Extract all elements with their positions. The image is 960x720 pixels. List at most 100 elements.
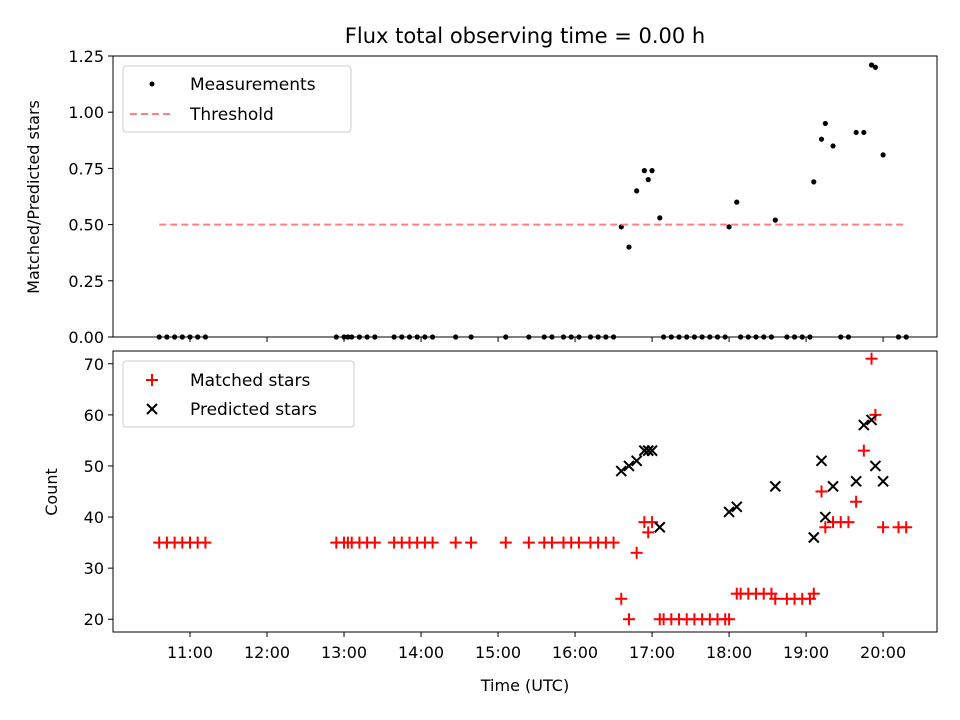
measurement-point xyxy=(595,334,601,340)
measurement-point xyxy=(726,224,732,230)
matched-star-point xyxy=(499,536,512,549)
matched-star-point xyxy=(607,536,620,549)
measurement-point xyxy=(903,334,909,340)
measurement-point xyxy=(399,334,405,340)
matched-star-point xyxy=(572,536,585,549)
measurement-point xyxy=(791,334,798,340)
predicted-star-point xyxy=(808,531,820,544)
measurement-point xyxy=(645,177,651,183)
measurement-point xyxy=(391,334,397,340)
measurement-point xyxy=(707,334,713,340)
predicted-star-point xyxy=(865,414,878,426)
measurement-point xyxy=(468,334,474,340)
top-y-axis: 0.00 0.25 0.50 0.75 1.00 1.25 xyxy=(68,47,113,347)
measurement-point xyxy=(676,334,682,340)
measurement-point xyxy=(738,334,744,340)
x-tick-label: 17:00 xyxy=(629,643,675,662)
y-tick-label: 0.00 xyxy=(68,328,104,347)
matched-star-point xyxy=(545,536,558,549)
measurement-point xyxy=(661,334,667,340)
legend-predicted-marker xyxy=(146,403,158,415)
measurement-point xyxy=(560,334,567,340)
measurement-point xyxy=(807,334,813,340)
y-tick-label: 1.00 xyxy=(68,103,104,122)
x-tick-label: 19:00 xyxy=(783,643,829,662)
y-tick-label: 40 xyxy=(84,508,104,527)
x-tick-label: 15:00 xyxy=(475,643,521,662)
x-axis-label: Time (UTC) xyxy=(480,676,569,695)
matched-star-point xyxy=(615,592,628,605)
matched-star-point xyxy=(368,536,381,549)
measurement-point xyxy=(414,334,420,340)
measurement-point xyxy=(784,334,790,340)
x-tick-label: 11:00 xyxy=(167,643,213,662)
measurement-point xyxy=(429,334,436,340)
bottom-plot-frame xyxy=(112,350,938,633)
matched-star-point xyxy=(769,592,782,605)
matched-star-point xyxy=(900,521,913,534)
matched-star-point xyxy=(426,536,439,549)
measurement-point xyxy=(657,215,663,221)
measurement-point xyxy=(626,244,632,250)
x-tick-label: 18:00 xyxy=(706,643,752,662)
measurement-point xyxy=(568,334,574,340)
measurement-point xyxy=(768,334,775,340)
legend-measurements-marker xyxy=(149,81,155,87)
y-tick-label: 1.25 xyxy=(68,47,104,66)
matched-star-point xyxy=(630,546,643,559)
predicted-star-point xyxy=(815,455,828,467)
matched-star-point xyxy=(449,536,462,549)
y-tick-label: 0.50 xyxy=(68,216,104,235)
measurement-point xyxy=(722,334,728,340)
measurement-point xyxy=(372,334,378,340)
measurement-point xyxy=(853,129,859,136)
measurement-point xyxy=(753,334,759,340)
measurement-point xyxy=(818,136,825,142)
predicted-star-point xyxy=(646,444,658,457)
matched-star-point xyxy=(819,521,832,534)
predicted-star-point xyxy=(623,460,635,472)
matched-star-point xyxy=(850,495,863,508)
bottom-x-axis: 11:00 12:00 13:00 14:00 15:00 16:00 17:00 18:00… xyxy=(167,632,906,662)
matched-star-point xyxy=(815,485,828,498)
predicted-star-point xyxy=(769,480,781,493)
measurement-point xyxy=(811,179,817,185)
predicted-star-point xyxy=(642,444,654,457)
y-tick-label: 0.75 xyxy=(68,159,104,178)
matched-star-point xyxy=(646,516,659,529)
measurement-point xyxy=(610,334,617,340)
y-tick-label: 0.25 xyxy=(68,272,104,291)
predicted-star-point xyxy=(858,419,870,431)
predicted-star-point xyxy=(869,460,882,472)
y-tick-label: 20 xyxy=(84,610,104,629)
matched-star-point xyxy=(877,521,890,534)
bottom-y-axis-label: Count xyxy=(42,468,61,516)
top-legend-box xyxy=(122,65,352,133)
measurement-point xyxy=(187,334,193,340)
bottom-y-axis: 20 30 40 50 60 70 xyxy=(84,355,113,629)
measurement-point xyxy=(668,334,674,340)
measurement-point xyxy=(641,168,647,174)
matched-star-point xyxy=(723,613,736,626)
measurement-point xyxy=(195,334,201,340)
predicted-star-point xyxy=(827,480,839,493)
measurement-point xyxy=(684,334,690,340)
bottom-legend: Matched stars Predicted stars xyxy=(122,360,355,428)
top-plot-frame xyxy=(112,55,938,338)
measurement-point xyxy=(603,334,609,340)
measurement-point xyxy=(333,334,339,340)
measurement-point xyxy=(541,334,547,340)
measurement-point xyxy=(734,199,740,205)
measurement-point xyxy=(895,334,902,340)
measurement-point xyxy=(345,334,351,340)
measurement-point xyxy=(872,64,878,70)
measurement-point xyxy=(422,334,428,340)
top-x-ticks xyxy=(189,337,884,342)
predicted-star-point xyxy=(850,475,862,487)
measurement-point xyxy=(772,217,778,223)
measurement-point xyxy=(714,334,721,340)
matched-star-point xyxy=(642,526,655,539)
y-tick-label: 60 xyxy=(84,406,104,425)
measurement-point xyxy=(526,334,532,340)
